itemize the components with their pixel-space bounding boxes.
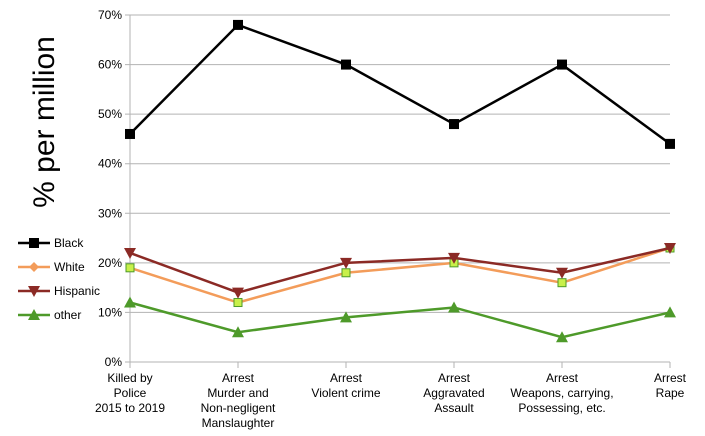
data-point bbox=[232, 287, 244, 299]
x-tick-label-line: Aggravated bbox=[423, 386, 484, 400]
x-tick-label-line: Manslaughter bbox=[202, 416, 275, 430]
data-point bbox=[125, 263, 135, 273]
data-point bbox=[664, 306, 676, 318]
x-tick-label: Arrest Violent crime bbox=[311, 371, 380, 400]
data-point bbox=[125, 128, 135, 139]
axes bbox=[129, 15, 671, 368]
x-tick-label-line: Arrest bbox=[438, 371, 471, 385]
y-axis-label: % per million bbox=[28, 36, 61, 208]
x-tick-label-line: Assault bbox=[434, 401, 474, 415]
series-group bbox=[124, 19, 676, 343]
data-point bbox=[557, 278, 567, 288]
series-hispanic bbox=[124, 242, 676, 299]
legend: Black White Hispanic other bbox=[18, 236, 100, 322]
x-tick-label-line: Weapons, carrying, bbox=[510, 386, 613, 400]
data-point bbox=[556, 331, 568, 343]
data-point bbox=[448, 301, 460, 313]
legend-label: Black bbox=[54, 236, 84, 250]
x-tick-label-line: Violent crime bbox=[311, 386, 380, 400]
x-tick-label-line: Possessing, etc. bbox=[518, 401, 605, 415]
x-tick-label-line: Arrest bbox=[546, 371, 579, 385]
legend-item: Black bbox=[18, 236, 84, 250]
legend-item: Hispanic bbox=[18, 284, 100, 298]
x-tick-label: Arrest Weapons, carrying, Possessing, etc. bbox=[510, 371, 613, 415]
data-point bbox=[341, 268, 351, 278]
legend-marker bbox=[28, 309, 40, 320]
x-tick-label-line: Rape bbox=[656, 386, 685, 400]
y-tick-label: 10% bbox=[98, 305, 122, 319]
data-point bbox=[556, 267, 568, 279]
series-white bbox=[125, 243, 675, 308]
x-tick-label-line: 2015 to 2019 bbox=[95, 401, 165, 415]
y-tick-labels: 0% 10% 20% 30% 40% 50% 60% 70% bbox=[98, 8, 122, 369]
series-other bbox=[124, 296, 676, 343]
data-point bbox=[233, 298, 243, 308]
y-tick-label: 40% bbox=[98, 157, 122, 171]
data-point bbox=[449, 119, 459, 130]
series-line bbox=[129, 23, 671, 145]
data-point bbox=[557, 59, 567, 70]
y-tick-label: 70% bbox=[98, 8, 122, 22]
y-tick-label: 20% bbox=[98, 256, 122, 270]
x-tick-label-line: Killed by bbox=[107, 371, 152, 385]
data-point bbox=[233, 19, 243, 30]
x-tick-label-line: Arrest bbox=[330, 371, 363, 385]
y-tick-label: 50% bbox=[98, 107, 122, 121]
x-tick-label: Arrest Aggravated Assault bbox=[423, 371, 484, 415]
data-point bbox=[341, 59, 351, 70]
x-tick-label-line: Non-negligent bbox=[201, 401, 276, 415]
data-point bbox=[448, 252, 460, 264]
x-tick-label: Killed by Police 2015 to 2019 bbox=[95, 371, 165, 415]
series-line bbox=[129, 301, 671, 339]
x-tick-label-line: Police bbox=[114, 386, 147, 400]
data-point bbox=[340, 257, 352, 269]
legend-marker bbox=[28, 286, 40, 297]
x-tick-label: Arrest Rape bbox=[654, 371, 687, 400]
data-point bbox=[340, 311, 352, 323]
x-tick-label-line: Arrest bbox=[222, 371, 255, 385]
data-point bbox=[665, 138, 675, 149]
legend-marker bbox=[29, 262, 39, 272]
data-point bbox=[124, 296, 136, 308]
gridlines bbox=[125, 14, 670, 363]
series-line bbox=[129, 246, 671, 294]
legend-label: other bbox=[54, 308, 81, 322]
data-point bbox=[124, 247, 136, 259]
y-tick-label: 0% bbox=[105, 355, 123, 369]
data-point bbox=[232, 326, 244, 338]
legend-item: other bbox=[18, 308, 81, 322]
legend-item: White bbox=[18, 260, 85, 274]
legend-marker bbox=[29, 238, 39, 248]
x-tick-label-line: Arrest bbox=[654, 371, 687, 385]
legend-label: Hispanic bbox=[54, 284, 100, 298]
series-line bbox=[129, 246, 671, 304]
x-tick-label: Arrest Murder and Non-negligent Manslaughte… bbox=[201, 371, 276, 430]
x-tick-label-line: Murder and bbox=[207, 386, 268, 400]
series-black bbox=[125, 19, 675, 149]
legend-label: White bbox=[54, 260, 85, 274]
data-point bbox=[664, 242, 676, 254]
y-tick-label: 60% bbox=[98, 58, 122, 72]
y-tick-label: 30% bbox=[98, 206, 122, 220]
